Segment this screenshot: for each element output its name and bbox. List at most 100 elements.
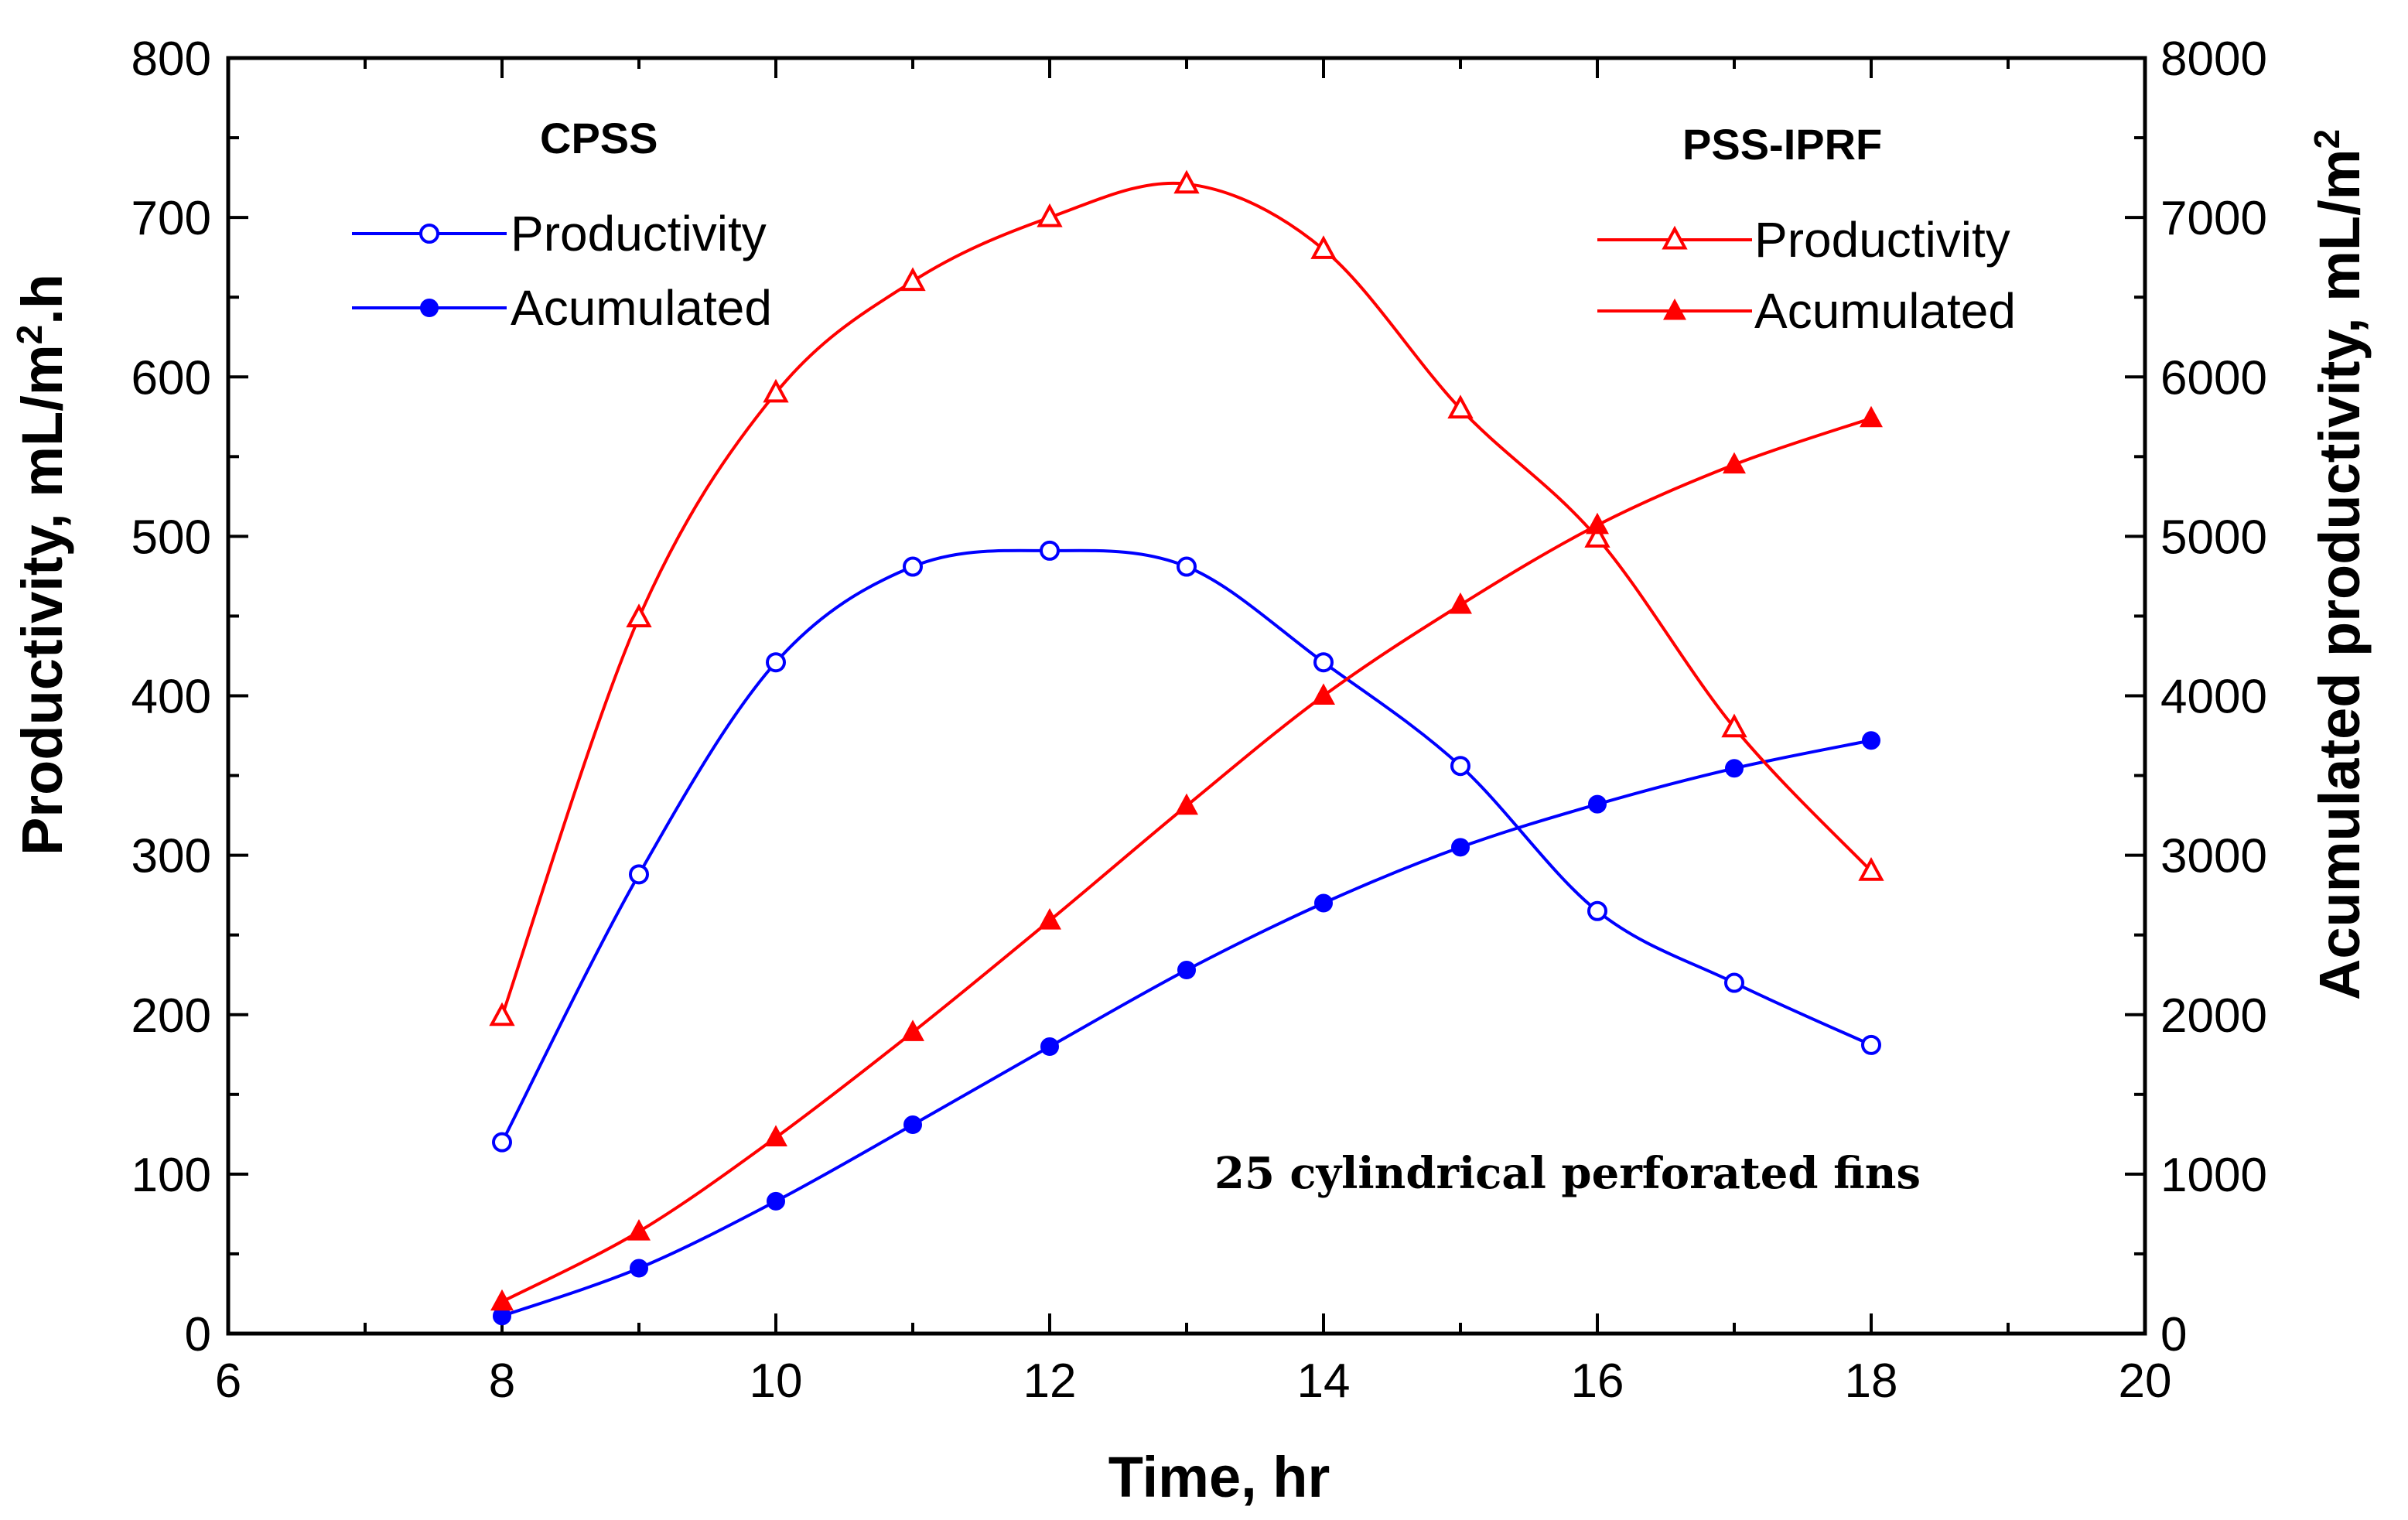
- data-point: [1451, 838, 1470, 857]
- legend-entry-pss-iprf-acumulated: Acumulated: [1597, 283, 2016, 339]
- x-tick-label: 20: [2119, 1354, 2172, 1408]
- data-point: [1037, 203, 1063, 227]
- x-tick-label: 14: [1297, 1354, 1351, 1408]
- data-point: [1723, 452, 1746, 474]
- data-point: [630, 1259, 648, 1278]
- data-point: [1177, 556, 1197, 577]
- y2-tick-label: 2000: [2160, 989, 2267, 1043]
- data-point: [490, 1289, 514, 1311]
- legend-label: Acumulated: [1754, 283, 2016, 339]
- data-point: [1312, 683, 1335, 705]
- y-tick-label: 600: [132, 351, 211, 405]
- data-point: [1861, 1034, 1881, 1055]
- data-point: [627, 1219, 651, 1241]
- x-tick-label: 6: [215, 1354, 241, 1408]
- series-cpss-acumulated: [493, 731, 1880, 1326]
- data-point: [1860, 405, 1883, 428]
- chart-annotation: 25 cylindrical perforated fins: [1214, 1148, 1921, 1199]
- y2-tick-label: 5000: [2160, 511, 2267, 564]
- data-point: [1313, 652, 1334, 673]
- y-axis-title-main: Productivity, mL/m: [10, 344, 74, 856]
- data-point: [626, 603, 652, 627]
- x-tick-label: 12: [1023, 1354, 1077, 1408]
- series-line: [501, 739, 1872, 1318]
- series-pss-iprf-productivity: [489, 169, 1884, 1026]
- data-point: [900, 267, 926, 292]
- data-point: [1040, 540, 1060, 561]
- data-point: [492, 1132, 512, 1153]
- y2-tick-label: 6000: [2160, 351, 2267, 405]
- data-point: [1447, 395, 1474, 418]
- data-point: [766, 652, 786, 673]
- y-tick-label: 0: [185, 1308, 211, 1361]
- legend-label: Acumulated: [511, 280, 772, 336]
- group-title-pss-iprf: PSS-IPRF: [1682, 120, 1882, 169]
- legend-marker: [1662, 225, 1688, 250]
- data-point: [489, 1002, 515, 1026]
- data-point: [1584, 524, 1610, 548]
- data-point: [1449, 592, 1472, 614]
- legend-label: Productivity: [511, 206, 767, 261]
- data-point: [1177, 961, 1196, 980]
- data-point: [767, 1191, 785, 1211]
- y-tick-label: 800: [132, 32, 211, 86]
- series-layer: [489, 169, 1884, 1326]
- x-tick-label: 16: [1571, 1354, 1624, 1408]
- y-axis-title: Productivity, mL/m2.h: [9, 274, 74, 856]
- y-tick-label: 700: [132, 192, 211, 245]
- data-point: [1588, 794, 1607, 814]
- y-axis-title-tail: .h: [10, 274, 74, 325]
- data-point: [1040, 1037, 1059, 1056]
- y-axis-title-sup: 2: [9, 325, 50, 345]
- y-tick-label: 200: [132, 989, 211, 1043]
- x-tick-label: 8: [489, 1354, 515, 1408]
- data-point: [903, 1115, 922, 1134]
- data-point: [1858, 857, 1884, 881]
- y-tick-label: 300: [132, 830, 211, 883]
- legend-marker: [419, 224, 439, 244]
- data-point: [901, 1020, 924, 1041]
- data-point: [629, 864, 649, 885]
- data-point: [1586, 512, 1609, 535]
- data-point: [763, 378, 789, 403]
- group-title-cpss: CPSS: [540, 114, 658, 162]
- axes-layer: 6 8 10 12 14 16 18 2001002003004005006007008000…: [132, 32, 2267, 1408]
- series-pss-iprf-acumulated: [490, 405, 1883, 1311]
- x-tick-label: 10: [750, 1354, 803, 1408]
- data-point: [1862, 731, 1880, 750]
- series-cpss-productivity: [492, 540, 1881, 1153]
- legend-label: Productivity: [1754, 212, 2010, 268]
- y2-tick-label: 1000: [2160, 1149, 2267, 1202]
- data-point: [1721, 713, 1747, 738]
- data-point: [1038, 908, 1061, 930]
- y2-tick-label: 8000: [2160, 32, 2267, 86]
- y2-axis-title: Acumulated productivity, mL/m2: [2307, 129, 2372, 1000]
- data-point: [1587, 900, 1607, 921]
- y2-axis-title-sup: 2: [2307, 129, 2347, 149]
- y-tick-label: 400: [132, 671, 211, 724]
- y-tick-label: 500: [132, 511, 211, 564]
- data-point: [1173, 169, 1200, 194]
- legend-marker: [420, 299, 439, 317]
- x-tick-label: 18: [1845, 1354, 1898, 1408]
- y2-tick-label: 7000: [2160, 192, 2267, 245]
- legend-entry-pss-iprf-productivity: Productivity: [1597, 212, 2010, 268]
- data-point: [1310, 235, 1337, 259]
- legend-layer: Productivity Acumulated Productivity Acumul…: [352, 206, 2016, 339]
- y-tick-label: 100: [132, 1149, 211, 1202]
- x-axis-title: Time, hr: [1108, 1445, 1330, 1509]
- data-point: [1450, 756, 1470, 777]
- y2-tick-label: 4000: [2160, 671, 2267, 724]
- data-point: [903, 556, 923, 577]
- data-point: [1314, 893, 1333, 913]
- data-point: [1175, 793, 1198, 815]
- y2-axis-title-main: Acumulated productivity, mL/m: [2307, 149, 2372, 1001]
- y2-tick-label: 0: [2160, 1308, 2187, 1361]
- y2-tick-label: 3000: [2160, 830, 2267, 883]
- legend-marker: [1663, 298, 1686, 320]
- legend-entry-cpss-productivity: Productivity: [352, 206, 767, 261]
- data-point: [1724, 972, 1744, 993]
- series-line: [500, 181, 1873, 1017]
- data-point: [764, 1125, 787, 1146]
